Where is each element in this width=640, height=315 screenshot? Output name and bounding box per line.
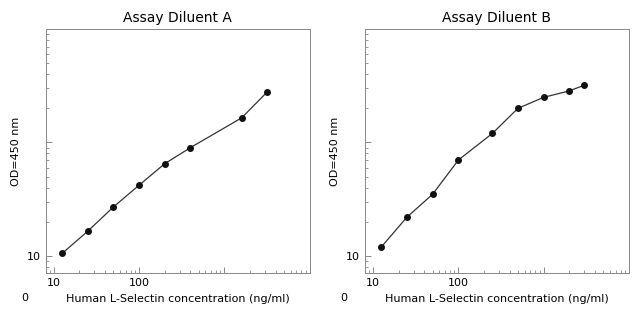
Text: 0: 0	[340, 293, 348, 303]
X-axis label: Human L-Selectin concentration (ng/ml): Human L-Selectin concentration (ng/ml)	[385, 294, 609, 304]
X-axis label: Human L-Selectin concentration (ng/ml): Human L-Selectin concentration (ng/ml)	[66, 294, 289, 304]
Y-axis label: OD=450 nm: OD=450 nm	[11, 117, 21, 186]
Title: Assay Diluent B: Assay Diluent B	[442, 11, 552, 25]
Title: Assay Diluent A: Assay Diluent A	[123, 11, 232, 25]
Text: 0: 0	[21, 293, 28, 303]
Y-axis label: OD=450 nm: OD=450 nm	[330, 117, 340, 186]
